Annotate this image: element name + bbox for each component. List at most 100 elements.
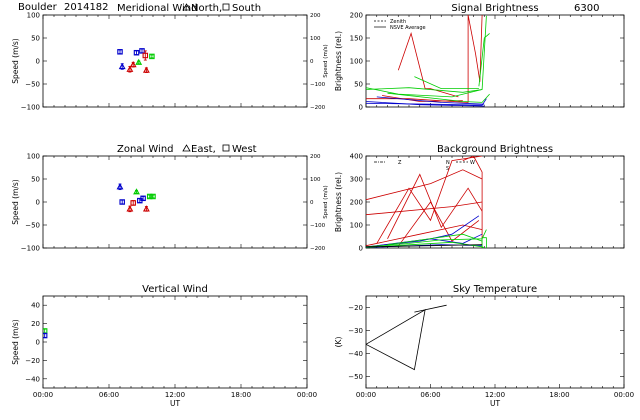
x-tick-label: 06:00 (420, 391, 440, 399)
x-axis-label: UT (490, 399, 500, 408)
series-line (366, 201, 483, 216)
data-point (133, 49, 140, 56)
plot-frame (365, 155, 625, 249)
series-line (382, 95, 463, 102)
plot-frame (42, 155, 308, 249)
data-point (146, 193, 153, 200)
y-right-axis-label: Speed (m/s) (323, 185, 329, 218)
series-line (366, 169, 483, 201)
y-tick-label: 0 (359, 104, 363, 112)
series-line (366, 15, 487, 93)
series-line (481, 237, 487, 248)
y-axis-label: Speed (m/s) (11, 319, 20, 365)
data-point (142, 205, 150, 212)
data-point (140, 195, 146, 202)
y-tick-label: 200 (350, 12, 363, 20)
series-line (366, 101, 485, 107)
series-line (366, 224, 483, 247)
y-right-tick-label: −200 (310, 246, 326, 252)
x-tick-label: 00:00 (33, 391, 53, 399)
series-line (387, 173, 483, 239)
series-line (366, 229, 487, 248)
plot-title: Meridional Wind (117, 3, 197, 14)
y-tick-label: 300 (350, 176, 363, 184)
signal-brightness-panel: 0 50 100 150 200 Brightness (rel.) Signal Brig… (334, 3, 625, 112)
legend-label: N (446, 160, 450, 166)
square-marker-icon (222, 3, 230, 11)
y-right-tick-label: −100 (310, 223, 326, 229)
data-point (117, 49, 123, 55)
series-line (366, 244, 483, 248)
data-point (118, 62, 126, 70)
series-line (366, 309, 426, 371)
series-line (376, 96, 485, 105)
data-point (130, 200, 136, 206)
series-line (387, 92, 490, 103)
data-point (116, 183, 124, 190)
series-line (387, 233, 483, 245)
zonal-wind-panel: −100 −50 0 50 100 200 100 0 −100 −200 Speed (m/s) S… (11, 144, 329, 253)
series-line (462, 156, 483, 248)
y-tick-label: 0 (36, 199, 40, 207)
y-tick-label: −50 (25, 222, 40, 230)
y-tick-label: −100 (21, 104, 40, 112)
series-line (478, 33, 490, 87)
x-tick-label: 18:00 (231, 391, 251, 399)
plot-title-north: East, (191, 144, 216, 155)
date-code: 2014182 (64, 2, 109, 13)
y-right-tick-label: −100 (310, 82, 326, 88)
y-right-tick-label: −200 (310, 105, 326, 111)
y-tick-label: −20 (25, 357, 40, 365)
triangle-marker-icon (182, 144, 191, 152)
plot-frame (42, 14, 308, 108)
y-tick-label: 100 (350, 222, 363, 230)
plot-title: Signal Brightness (451, 3, 538, 14)
x-tick-label: 00:00 (614, 391, 634, 399)
background-brightness-panel: 0 100 200 300 400 Brightness (rel.) Background… (334, 144, 625, 253)
legend-label: S (446, 166, 449, 172)
legend-label: W (470, 160, 475, 166)
square-marker-icon (222, 144, 230, 152)
y-tick-label: 50 (354, 81, 363, 89)
legend-label: Zenith (390, 19, 406, 25)
y-tick-label: 100 (27, 12, 40, 20)
y-right-tick-label: 200 (310, 13, 321, 19)
data-point (119, 199, 125, 205)
data-point (149, 53, 155, 60)
series-line (376, 156, 483, 244)
x-tick-label: 00:00 (356, 391, 376, 399)
data-point (135, 58, 143, 65)
y-right-tick-label: 0 (310, 200, 314, 206)
legend-label: NSVE Average (390, 25, 426, 31)
series-line (467, 15, 483, 82)
data-point (43, 332, 48, 339)
y-tick-label: 50 (31, 176, 40, 184)
plot-title: Sky Temperature (453, 284, 537, 295)
triangle-marker-icon (182, 3, 191, 11)
x-tick-label: 00:00 (297, 391, 317, 399)
meridional-wind-panel: −100 −50 0 50 100 200 100 0 −100 −200 Speed (m/s) S… (11, 3, 329, 112)
y-right-tick-label: 100 (310, 177, 321, 183)
plot-area (43, 328, 48, 339)
y-tick-label: −20 (348, 304, 363, 312)
y-tick-label: 200 (350, 199, 363, 207)
series-line (414, 304, 447, 313)
vertical-wind-panel: 00:00 06:00 12:00 18:00 00:00 UT −40 −20 0 20 40 Sp… (11, 284, 317, 408)
y-right-axis-label: Speed (m/s) (323, 44, 329, 77)
plot-title: Vertical Wind (142, 284, 208, 295)
plot-title-south: South (232, 3, 261, 14)
data-point (133, 188, 140, 195)
y-right-tick-label: 0 (310, 59, 314, 65)
y-axis-label: Brightness (rel.) (334, 31, 343, 91)
data-point (126, 65, 134, 72)
y-axis-label: (K) (334, 337, 343, 348)
legend-label: Z (398, 160, 402, 166)
plot-title: Zonal Wind (117, 144, 174, 155)
y-tick-label: 50 (31, 35, 40, 43)
data-point (150, 193, 156, 200)
series-line (397, 32, 459, 98)
y-tick-label: 40 (31, 302, 40, 310)
y-tick-label: −100 (21, 245, 40, 253)
x-tick-label: 12:00 (165, 391, 185, 399)
plot-area (366, 15, 490, 107)
